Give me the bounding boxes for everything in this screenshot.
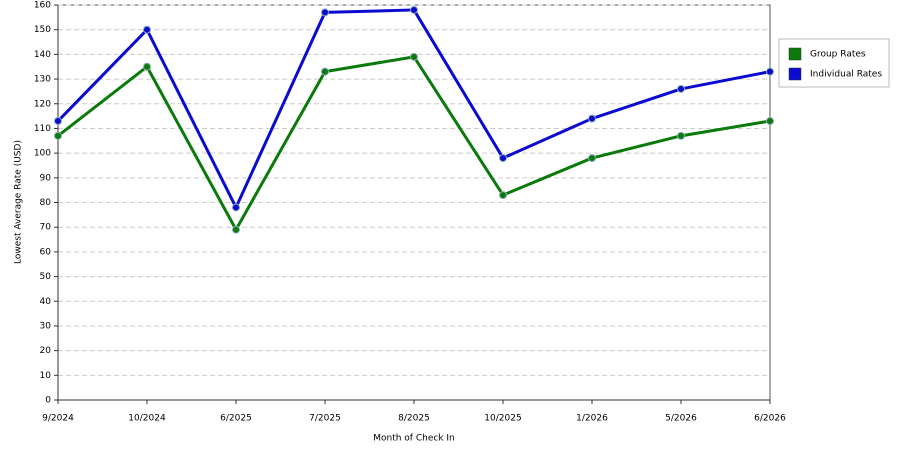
y-tick-label: 130	[34, 75, 51, 85]
data-point	[143, 62, 151, 71]
data-point	[766, 67, 774, 76]
y-tick-label: 110	[34, 124, 51, 134]
x-tick-label: 10/2024	[128, 414, 166, 424]
data-point	[588, 114, 596, 123]
data-point	[232, 225, 240, 234]
x-tick-label: 6/2025	[220, 414, 252, 424]
legend-swatch	[788, 67, 802, 81]
y-tick-label: 70	[40, 223, 52, 233]
data-point	[677, 84, 685, 93]
x-tick-label: 10/2025	[484, 414, 521, 424]
data-point	[54, 117, 62, 126]
y-tick-label: 60	[40, 247, 52, 257]
legend-label: Individual Rates	[810, 70, 882, 80]
y-tick-label: 160	[34, 1, 51, 11]
legend-label: Group Rates	[810, 50, 866, 60]
data-point	[321, 67, 329, 76]
data-point	[766, 117, 774, 126]
data-point	[232, 203, 240, 212]
data-point	[410, 5, 418, 14]
x-tick-label: 5/2026	[665, 414, 697, 424]
x-axis-title: Month of Check In	[373, 434, 455, 444]
x-tick-label: 8/2025	[398, 414, 430, 424]
y-tick-label: 10	[40, 371, 52, 381]
data-point	[677, 131, 685, 140]
y-tick-label: 50	[40, 272, 52, 282]
y-axis-title: Lowest Average Rate (USD)	[14, 140, 24, 264]
data-point	[321, 8, 329, 17]
y-tick-label: 80	[40, 198, 52, 208]
x-tick-label: 7/2025	[309, 414, 341, 424]
x-tick-label: 9/2024	[42, 414, 74, 424]
y-tick-label: 120	[34, 99, 51, 109]
data-point	[410, 52, 418, 61]
y-tick-label: 140	[34, 50, 51, 60]
y-tick-label: 30	[40, 321, 52, 331]
y-tick-label: 40	[40, 297, 52, 307]
y-tick-label: 90	[40, 173, 52, 183]
y-tick-label: 0	[45, 396, 51, 406]
legend-swatch	[788, 47, 802, 61]
data-point	[54, 131, 62, 140]
y-tick-label: 100	[34, 149, 51, 159]
data-point	[143, 25, 151, 34]
data-point	[588, 154, 596, 163]
x-tick-label: 6/2026	[754, 414, 786, 424]
data-point	[499, 191, 507, 200]
y-tick-label: 150	[34, 25, 51, 35]
data-point	[499, 154, 507, 163]
x-tick-label: 1/2026	[576, 414, 608, 424]
y-tick-label: 20	[40, 346, 52, 356]
